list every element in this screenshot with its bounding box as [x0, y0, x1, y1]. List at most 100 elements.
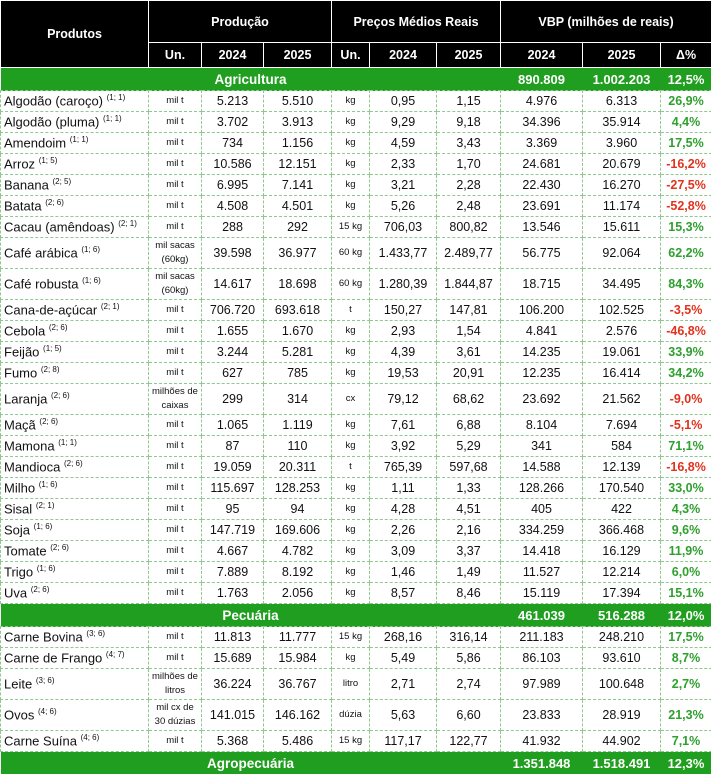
product-label: Carne Suína — [4, 734, 77, 749]
footnote-ref: (1; 5) — [43, 344, 62, 353]
production-unit: mil t — [149, 499, 202, 520]
price-unit: cx — [332, 384, 370, 415]
vbp-2024: 12.235 — [501, 363, 583, 384]
price-2025: 2,16 — [437, 520, 501, 541]
price-unit: litro — [332, 669, 370, 700]
subheader-1: 2024 — [202, 43, 264, 68]
table-row: Café arábica (1; 6)mil sacas (60kg)39.59… — [1, 238, 711, 269]
production-2025: 2.056 — [264, 583, 332, 604]
production-2024: 4.667 — [202, 541, 264, 562]
vbp-2024: 41.932 — [501, 731, 583, 752]
price-2024: 150,27 — [370, 300, 437, 321]
product-name: Trigo (1; 6) — [1, 562, 149, 583]
footnote-ref: (2; 8) — [41, 365, 60, 374]
price-2025: 2.489,77 — [437, 238, 501, 269]
production-unit: mil t — [149, 363, 202, 384]
product-name: Fumo (2; 8) — [1, 363, 149, 384]
price-2024: 79,12 — [370, 384, 437, 415]
vbp-2025: 15.611 — [583, 217, 661, 238]
vbp-2024: 56.775 — [501, 238, 583, 269]
product-label: Ovos — [4, 708, 34, 723]
vbp-2024: 4.841 — [501, 321, 583, 342]
production-unit: milhões de caixas — [149, 384, 202, 415]
price-2025: 2,48 — [437, 196, 501, 217]
subheader-3: Un. — [332, 43, 370, 68]
subheader-2: 2025 — [264, 43, 332, 68]
vbp-2025: 44.902 — [583, 731, 661, 752]
production-2024: 5.213 — [202, 91, 264, 112]
vbp-2024: 23.691 — [501, 196, 583, 217]
product-label: Sisal — [4, 502, 32, 517]
product-name: Cana-de-açúcar (2; 1) — [1, 300, 149, 321]
section-vbp-2025: 516.288 — [583, 604, 661, 627]
product-name: Batata (2; 6) — [1, 196, 149, 217]
production-unit: mil t — [149, 541, 202, 562]
footnote-ref: (1; 1) — [70, 135, 89, 144]
price-2024: 7,61 — [370, 415, 437, 436]
vbp-2025: 12.214 — [583, 562, 661, 583]
vbp-2025: 21.562 — [583, 384, 661, 415]
production-2025: 20.311 — [264, 457, 332, 478]
vbp-change: 8,7% — [661, 648, 711, 669]
vbp-2025: 3.960 — [583, 133, 661, 154]
price-unit: kg — [332, 436, 370, 457]
vbp-2025: 2.576 — [583, 321, 661, 342]
product-name: Arroz (1; 5) — [1, 154, 149, 175]
section-vbp-2025: 1.002.203 — [583, 68, 661, 91]
production-2024: 11.813 — [202, 627, 264, 648]
production-unit: mil t — [149, 112, 202, 133]
product-name: Uva (2; 6) — [1, 583, 149, 604]
production-2024: 1.655 — [202, 321, 264, 342]
production-2024: 1.763 — [202, 583, 264, 604]
product-label: Mandioca — [4, 460, 60, 475]
production-2025: 15.984 — [264, 648, 332, 669]
production-unit: mil t — [149, 321, 202, 342]
price-unit: kg — [332, 91, 370, 112]
price-2024: 9,29 — [370, 112, 437, 133]
production-2025: 314 — [264, 384, 332, 415]
footnote-ref: (1; 1) — [58, 438, 77, 447]
vbp-2024: 22.430 — [501, 175, 583, 196]
header-precos: Preços Médios Reais — [332, 1, 501, 43]
subheader-6: 2024 — [501, 43, 583, 68]
production-2024: 627 — [202, 363, 264, 384]
price-2025: 9,18 — [437, 112, 501, 133]
footnote-ref: (2; 6) — [39, 417, 58, 426]
vbp-change: 15,3% — [661, 217, 711, 238]
vbp-change: 6,0% — [661, 562, 711, 583]
price-2024: 2,33 — [370, 154, 437, 175]
price-2024: 4,39 — [370, 342, 437, 363]
footnote-ref: (2; 1) — [101, 302, 120, 311]
vbp-2025: 12.139 — [583, 457, 661, 478]
vbp-2024: 14.235 — [501, 342, 583, 363]
vbp-2025: 17.394 — [583, 583, 661, 604]
price-unit: t — [332, 457, 370, 478]
vbp-2024: 97.989 — [501, 669, 583, 700]
vbp-2025: 16.414 — [583, 363, 661, 384]
vbp-2025: 35.914 — [583, 112, 661, 133]
vbp-2024: 211.183 — [501, 627, 583, 648]
subheader-7: 2025 — [583, 43, 661, 68]
production-2024: 299 — [202, 384, 264, 415]
product-name: Soja (1; 6) — [1, 520, 149, 541]
production-2024: 87 — [202, 436, 264, 457]
vbp-2025: 11.174 — [583, 196, 661, 217]
subheader-4: 2024 — [370, 43, 437, 68]
product-label: Milho — [4, 481, 35, 496]
production-2024: 147.719 — [202, 520, 264, 541]
production-2024: 7.889 — [202, 562, 264, 583]
production-unit: mil t — [149, 583, 202, 604]
vbp-2024: 15.119 — [501, 583, 583, 604]
price-unit: kg — [332, 478, 370, 499]
vbp-2024: 18.715 — [501, 269, 583, 300]
production-2025: 110 — [264, 436, 332, 457]
vbp-2024: 13.546 — [501, 217, 583, 238]
price-2025: 68,62 — [437, 384, 501, 415]
